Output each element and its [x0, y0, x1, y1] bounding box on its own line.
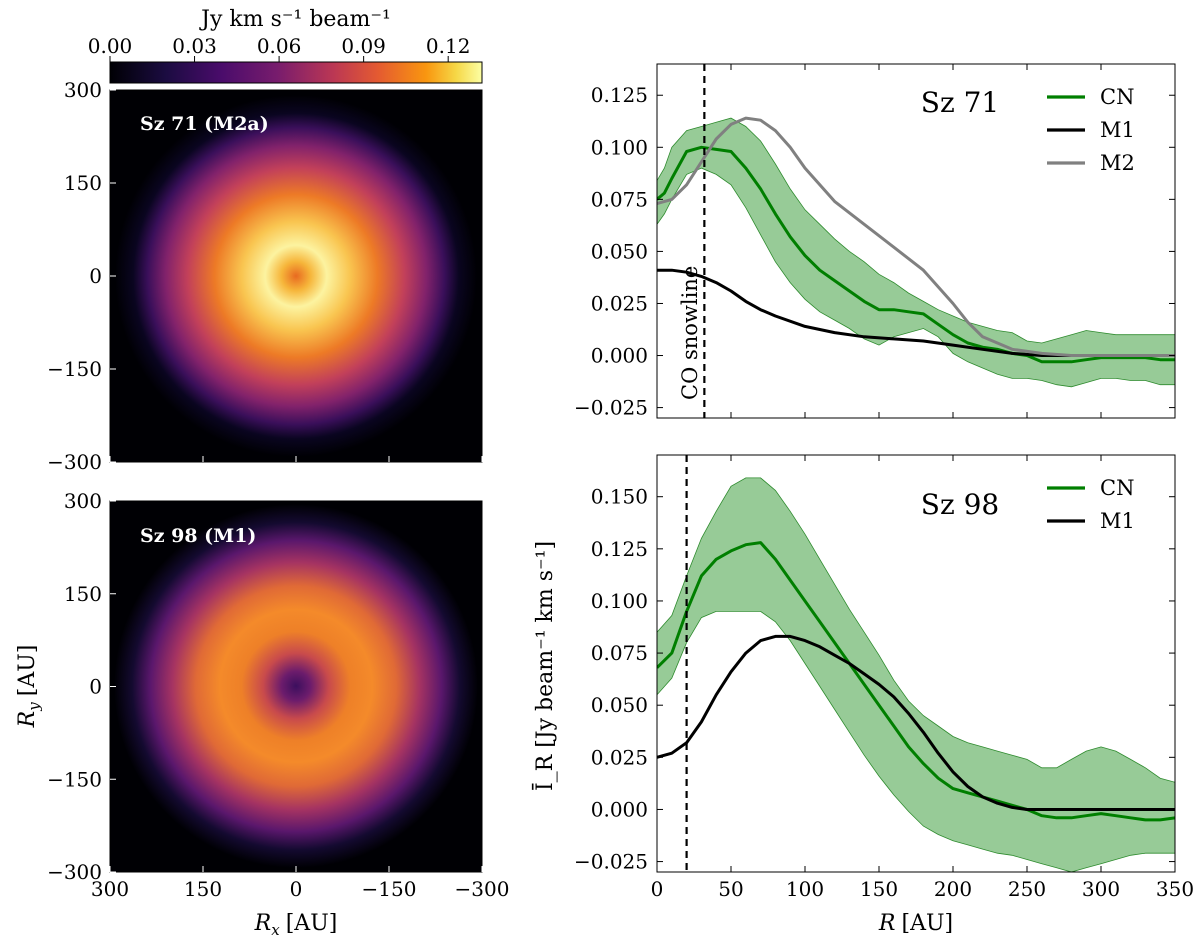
plot-frame [656, 454, 1176, 873]
ytick-label: 0.075 [591, 187, 648, 211]
xtick-label: 350 [1156, 877, 1194, 901]
image-panel-bottom-label: Sz 98 (M1) [140, 525, 256, 547]
ytick-label: 0.125 [591, 83, 648, 107]
colorbar-ticks: 0.00 0.03 0.06 0.09 0.12 [88, 34, 471, 62]
snowline-label: CO snowline [678, 266, 702, 400]
profile-xlabel: R [AU] [878, 911, 953, 936]
image-ytick-label: −300 [47, 860, 102, 884]
sz71-legend: CN M1 M2 [1047, 85, 1135, 175]
image-ylabel-unit: [AU] [15, 645, 40, 697]
image-ytick-label: 150 [64, 582, 102, 606]
image-ytick-label: 150 [64, 171, 102, 195]
image-ylabel-main: R [15, 711, 40, 729]
image-ytick-label: −150 [47, 357, 102, 381]
sz98-legend: CN M1 [1047, 476, 1135, 533]
legend-label-m1: M1 [1100, 509, 1135, 533]
xtick-label: 100 [786, 877, 824, 901]
image-xtick-label: −150 [362, 877, 417, 901]
xtick-label: 200 [934, 877, 972, 901]
legend-label-cn: CN [1100, 85, 1134, 109]
plot-frame [656, 63, 1176, 419]
colorbar-label: Jy km s⁻¹ beam⁻¹ [199, 7, 391, 32]
image-xlabel-sub: x [271, 921, 280, 939]
profile-xlabel-unit: [AU] [901, 911, 953, 936]
ytick-label: 0.050 [591, 239, 648, 263]
image-xlabel: Rx [AU] [254, 911, 338, 939]
image-ytick-label: −300 [47, 450, 102, 474]
image-xlabel-unit: [AU] [286, 911, 338, 936]
image-panel-top-label: Sz 71 (M2a) [140, 113, 269, 135]
image-xlabel-main: R [254, 911, 272, 936]
image-xtick-label: 0 [290, 877, 303, 901]
colorbar-gradient [109, 61, 483, 84]
colorbar-tick-label: 0.00 [88, 34, 133, 58]
profile-xlabel-main: R [878, 911, 896, 936]
colorbar-tick-label: 0.06 [257, 34, 302, 58]
image-ytick-label: 300 [64, 78, 102, 102]
ytick-label: −0.025 [574, 396, 648, 420]
sz98-axes: −0.025 0.000 0.025 0.050 0.075 0.100 0.125 0.15… [574, 454, 1194, 901]
xtick-label: 0 [651, 877, 664, 901]
image-xtick-label: −300 [455, 877, 510, 901]
xtick-label: 50 [718, 877, 743, 901]
image-ytick-label: 300 [64, 489, 102, 513]
ytick-label: 0.150 [591, 485, 648, 509]
sz71-axes: −0.025 0.000 0.025 0.050 0.075 0.100 0.125 [574, 63, 1176, 420]
ytick-label: 0.100 [591, 589, 648, 613]
ytick-label: 0.000 [591, 344, 648, 368]
sz71-lines-group [657, 64, 1175, 418]
image-panel-top-ticks: 300 150 0 −150 −300 [47, 78, 483, 474]
image-panel-top: Sz 71 (M2a) 300 150 0 −150 −300 [47, 78, 483, 474]
legend-label-m1: M1 [1100, 118, 1135, 142]
ytick-label: 0.125 [591, 537, 648, 561]
image-ytick-label: 0 [89, 264, 102, 288]
colorbar-tick-label: 0.03 [172, 34, 217, 58]
series-line-cn [657, 541, 1175, 822]
sz98-lines-group [657, 455, 1175, 872]
ytick-label: 0.075 [591, 641, 648, 665]
image-xtick-label: 300 [91, 877, 129, 901]
ytick-label: 0.025 [591, 291, 648, 315]
ytick-label: 0.100 [591, 135, 648, 159]
sz71-title: Sz 71 [921, 86, 999, 119]
image-ylabel-sub: y [25, 702, 43, 712]
colorbar-tick-label: 0.12 [426, 34, 471, 58]
disk-image-sz98 [114, 504, 478, 868]
cn-uncertainty-band [657, 117, 1175, 388]
ytick-label: 0.050 [591, 693, 648, 717]
disk-image-sz71 [115, 95, 477, 457]
image-xtick-label: 150 [184, 877, 222, 901]
image-ylabel: Ry [AU] [15, 645, 43, 729]
legend-label-cn: CN [1100, 476, 1134, 500]
colorbar: Jy km s⁻¹ beam⁻¹ 0.00 0.03 0.06 0.09 0.12 [88, 7, 483, 84]
sz98-title: Sz 98 [921, 488, 999, 521]
sz71-cn-band-group [657, 117, 1175, 388]
profile-plot-sz71: −0.025 0.000 0.025 0.050 0.075 0.100 0.125 Sz … [574, 63, 1176, 420]
xtick-label: 150 [860, 877, 898, 901]
series-line-m2 [657, 116, 1175, 357]
xtick-label: 250 [1008, 877, 1046, 901]
profile-plot-sz98: −0.025 0.000 0.025 0.050 0.075 0.100 0.125 0.15… [532, 454, 1194, 936]
profile-ylabel: Ī_R [Jy beam⁻¹ km s⁻¹] [532, 541, 558, 791]
series-line-cn [657, 145, 1175, 364]
ytick-label: −0.025 [574, 850, 648, 874]
ytick-label: 0.025 [591, 745, 648, 769]
image-ytick-label: −150 [47, 767, 102, 791]
xtick-label: 300 [1082, 877, 1120, 901]
image-ytick-label: 0 [89, 675, 102, 699]
ytick-label: 0.000 [591, 797, 648, 821]
series-line-m1 [657, 634, 1175, 811]
legend-label-m2: M2 [1100, 151, 1135, 175]
colorbar-tick-label: 0.09 [341, 34, 386, 58]
